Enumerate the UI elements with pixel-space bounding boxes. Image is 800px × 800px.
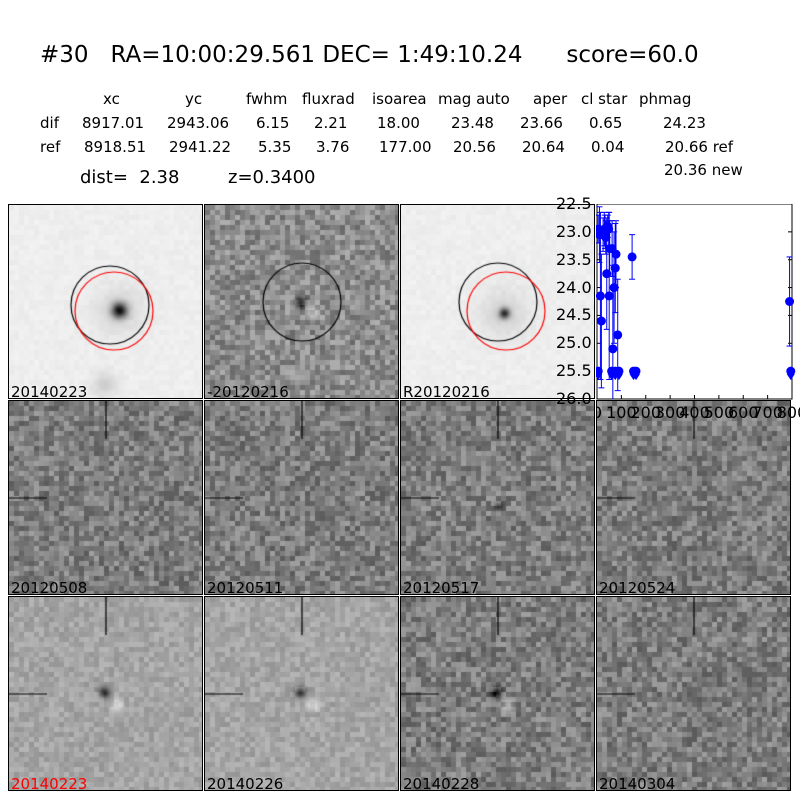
data-point: [611, 249, 621, 259]
upper-limit-marker: [786, 374, 795, 381]
data-point: [613, 330, 623, 340]
column-header: mag auto: [438, 90, 510, 108]
stamp-date-label: 20140223: [11, 383, 88, 399]
stamp-date-label: 20140304: [599, 775, 676, 791]
y-tick-label: 23.0: [556, 221, 592, 241]
image-stamp: 20140228: [400, 596, 595, 791]
table-cell: 0.04: [591, 138, 625, 156]
column-header: fluxrad: [302, 90, 355, 108]
stamp-date-label: 20120511: [207, 579, 284, 595]
page-title: #30 RA=10:00:29.561 DEC= 1:49:10.24 scor…: [40, 42, 699, 68]
data-point: [596, 316, 606, 326]
stamp-date-label: 20120517: [403, 579, 480, 595]
upper-limit-marker: [614, 374, 623, 381]
upper-limit-marker: [596, 374, 603, 381]
data-point: [596, 291, 605, 301]
stamp-date-label: 20120508: [11, 579, 88, 595]
table-cell: 20.64: [522, 138, 565, 156]
x-tick-label: 600: [728, 403, 759, 422]
x-tick-label: 500: [704, 403, 735, 422]
stamp-date-label: 20140226: [207, 775, 284, 791]
image-stamp: -20120216: [204, 204, 399, 399]
column-header: fwhm: [246, 90, 288, 108]
table-cell: 20.56: [453, 138, 496, 156]
dist-text: dist= 2.38: [80, 167, 180, 188]
column-header: phmag: [639, 90, 692, 108]
column-header: aper: [533, 90, 568, 108]
image-stamp: 20120524: [596, 400, 791, 595]
table-cell: 23.66: [520, 114, 563, 132]
data-point: [627, 252, 637, 262]
data-point: [610, 263, 620, 273]
table-cell: 6.15: [256, 114, 290, 132]
y-tick-label: 23.5: [556, 249, 592, 269]
y-tick-label: 24.5: [556, 305, 592, 325]
data-point: [608, 344, 618, 354]
z-text: z=0.3400: [228, 167, 316, 188]
plot-frame: [596, 204, 793, 400]
image-stamp: R20120216: [400, 204, 595, 399]
table-cell: 3.76: [316, 138, 350, 156]
x-tick-label: 400: [679, 403, 710, 422]
x-tick-label: 100: [606, 403, 637, 422]
image-stamp: 20140226: [204, 596, 399, 791]
table-cell: 20.66 ref: [665, 138, 734, 156]
stamp-date-label: R20120216: [403, 383, 490, 399]
x-tick-label: 700: [752, 403, 783, 422]
table-cell: 2943.06: [167, 114, 230, 132]
phmag-new: 20.36 new: [664, 161, 743, 179]
image-stamp: 20140304: [596, 596, 791, 791]
stamp-date-label: -20120216: [207, 383, 289, 399]
data-point: [785, 297, 795, 306]
data-point: [604, 291, 614, 301]
y-tick-label: 25.5: [556, 361, 592, 381]
table-cell: 0.65: [589, 114, 623, 132]
data-point: [614, 366, 624, 376]
stamp-date-label: 20140228: [403, 775, 480, 791]
row-label: ref: [40, 138, 61, 156]
table-cell: 18.00: [377, 114, 420, 132]
column-header: isoarea: [372, 90, 427, 108]
image-stamp: 20140223: [8, 204, 203, 399]
upper-limit-marker: [632, 374, 640, 381]
row-label: dif: [40, 114, 59, 132]
table-cell: 8917.01: [82, 114, 145, 132]
x-tick-label: 200: [630, 403, 661, 422]
light-curve-plot: 0100200300400500600700800: [596, 204, 800, 422]
y-tick-label: 24.0: [556, 277, 592, 297]
image-stamp: 20120517: [400, 400, 595, 595]
table-cell: 23.48: [451, 114, 494, 132]
image-stamp: 20120508: [8, 400, 203, 595]
y-tick-label: 22.5: [556, 194, 592, 213]
stamp-date-label: 20120524: [599, 579, 676, 595]
y-tick-label: 25.0: [556, 333, 592, 353]
table-cell: 5.35: [258, 138, 292, 156]
data-point: [786, 366, 796, 376]
data-point: [631, 366, 641, 376]
data-point: [596, 366, 603, 376]
column-header: xc: [103, 90, 120, 108]
image-stamp: 20120511: [204, 400, 399, 595]
table-cell: 8918.51: [84, 138, 147, 156]
table-cell: 24.23: [663, 114, 706, 132]
table-cell: 2.21: [314, 114, 348, 132]
y-tick-label: 26.0: [556, 389, 592, 408]
x-tick-label: 300: [655, 403, 686, 422]
x-tick-label: 0: [596, 403, 602, 422]
table-cell: 177.00: [379, 138, 432, 156]
x-tick-label: 800: [777, 403, 800, 422]
column-header: cl star: [581, 90, 628, 108]
column-header: yc: [185, 90, 203, 108]
table-cell: 2941.22: [169, 138, 232, 156]
image-stamp: 20140223: [8, 596, 203, 791]
stamp-date-label: 20140223: [11, 775, 88, 791]
